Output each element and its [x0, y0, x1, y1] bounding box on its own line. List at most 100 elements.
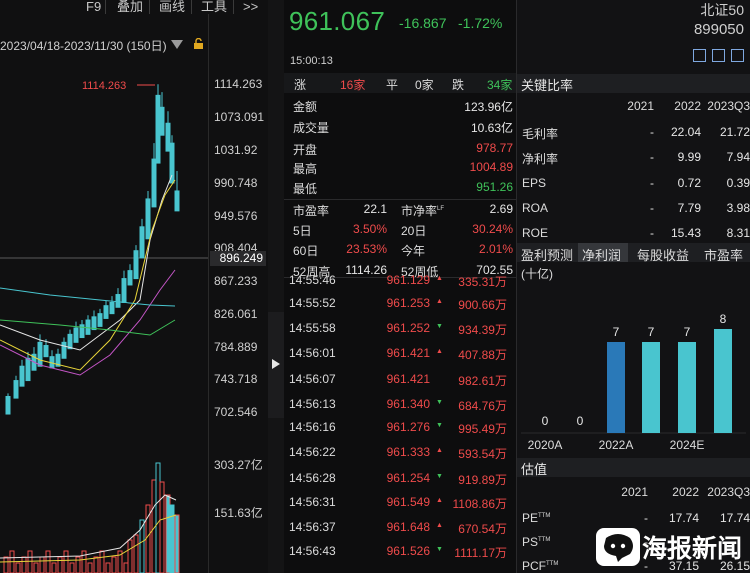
tab-pe[interactable]: 市盈率	[704, 248, 744, 263]
tab-forecast[interactable]: 盈利预测	[521, 248, 574, 263]
volume-bar	[57, 556, 63, 573]
ratio-label: 毛利率	[522, 127, 559, 141]
candle-body	[127, 270, 133, 286]
tick-price: 961.253	[386, 296, 430, 310]
pe-value: 22.1	[363, 202, 387, 216]
toolbar-divider	[233, 0, 234, 14]
candle-body	[121, 278, 127, 303]
candle-body	[61, 341, 67, 359]
draw-line-button[interactable]: 画线	[159, 0, 186, 14]
tab-eps[interactable]: 每股收益	[637, 248, 690, 263]
tick-amount: 407.88万	[458, 348, 507, 362]
lock-icon[interactable]	[193, 38, 204, 49]
panel-divider	[268, 0, 284, 573]
down-label: 跌	[452, 78, 465, 92]
valuation-header	[517, 458, 750, 477]
ratio-value: 9.99	[677, 150, 701, 164]
candle-body	[133, 250, 139, 280]
bar-value-label: 7	[684, 325, 691, 339]
flat-label: 平	[386, 78, 399, 92]
tick-time: 14:56:43	[289, 544, 336, 558]
candle-body	[159, 106, 165, 136]
d20-label: 20日	[401, 224, 427, 238]
ratio-value: -	[650, 150, 654, 164]
key-ratios-title: 关键比率	[521, 78, 574, 93]
stat-value: 123.96亿	[464, 100, 513, 114]
stat-value: 951.26	[476, 180, 513, 194]
candle-body	[67, 333, 73, 350]
ma10-line	[0, 179, 176, 371]
valuation-value: 26.15	[719, 559, 750, 573]
share-icon[interactable]	[731, 49, 744, 62]
volume-bar	[174, 514, 180, 573]
tick-price: 961.254	[386, 471, 430, 485]
tick-time: 14:56:22	[289, 445, 336, 459]
alert-icon[interactable]	[712, 49, 725, 62]
volume-axis-label: 151.63亿	[214, 506, 263, 520]
arrow-up-icon: ▲	[436, 497, 443, 504]
d5-label: 5日	[293, 224, 312, 238]
tick-price: 961.421	[386, 372, 430, 386]
tab-net-profit[interactable]: 净利润	[582, 248, 622, 263]
year-header: 2023Q3	[707, 485, 750, 499]
ratio-value: -	[650, 125, 654, 139]
kline-chart-panel[interactable]: 1114.263	[0, 0, 268, 573]
volume-bar	[159, 481, 165, 573]
ratio-value: 0.72	[677, 176, 701, 190]
volume-bar	[69, 562, 75, 573]
ttm-superscript: TTM	[538, 513, 551, 519]
stat-value: 10.63亿	[470, 121, 513, 135]
tick-time: 14:56:01	[289, 346, 336, 360]
candle-body	[91, 316, 97, 331]
volume-bar	[127, 539, 133, 573]
tick-price: 961.333	[386, 445, 430, 459]
date-range-label[interactable]: 2023/04/18-2023/11/30 (150日)	[0, 39, 167, 53]
valuation-label: PCFTTM	[522, 559, 558, 573]
price-axis-label: 743.718	[214, 372, 258, 386]
f9-button[interactable]: F9	[86, 0, 102, 14]
ratio-value: 15.43	[670, 226, 701, 240]
candle-body	[115, 294, 121, 308]
overlay-button[interactable]: 叠加	[117, 0, 144, 14]
candle-body	[174, 190, 180, 212]
d5-value: 3.50%	[352, 222, 387, 236]
w52l-value: 702.55	[476, 263, 513, 277]
volume-bar	[133, 534, 139, 573]
tick-time: 14:56:07	[289, 372, 336, 386]
volume-ma-line	[0, 514, 177, 563]
flat-count: 0家	[415, 78, 434, 92]
tick-price: 961.129	[386, 273, 430, 287]
valuation-value: 17.74	[719, 511, 750, 525]
valuation-label-text: PCF	[522, 559, 546, 573]
net-profit-forecast-chart: 0 0 7 7 7 8 2020A 2022A 2024E	[521, 312, 746, 452]
more-button[interactable]: >>	[243, 0, 259, 14]
last-price: 961.067	[289, 6, 386, 36]
chevron-down-icon[interactable]	[171, 40, 183, 49]
edit-icon[interactable]	[693, 49, 706, 62]
candle-body	[55, 353, 61, 367]
pb-label: 市净率LF	[401, 202, 444, 219]
year-header: 2021	[627, 99, 654, 113]
stat-label: 金额	[293, 100, 318, 114]
candle-body	[79, 324, 85, 339]
candle-body	[165, 122, 171, 152]
volume-bar	[39, 556, 45, 573]
tools-button[interactable]: 工具	[201, 0, 228, 14]
w52l-label: 52周低	[401, 265, 439, 279]
forecast-bar	[607, 342, 625, 433]
forecast-bar	[714, 329, 732, 433]
arrow-down-icon: ▼	[436, 323, 443, 330]
chevron-right-icon[interactable]	[272, 359, 280, 369]
up-count: 16家	[340, 78, 366, 92]
valuation-value: -	[644, 511, 648, 525]
price-axis-label: 784.889	[214, 340, 258, 354]
stat-label: 开盘	[293, 143, 318, 157]
tick-amount: 670.54万	[458, 522, 507, 536]
stat-label: 最低	[293, 182, 318, 196]
kline-canvas[interactable]: 1114.263	[0, 0, 268, 573]
ratio-value: -	[650, 176, 654, 190]
bar-value-label: 7	[648, 325, 655, 339]
w52h-value: 1114.26	[345, 263, 387, 277]
watermark-logo	[596, 528, 640, 566]
candle-body	[145, 198, 151, 240]
